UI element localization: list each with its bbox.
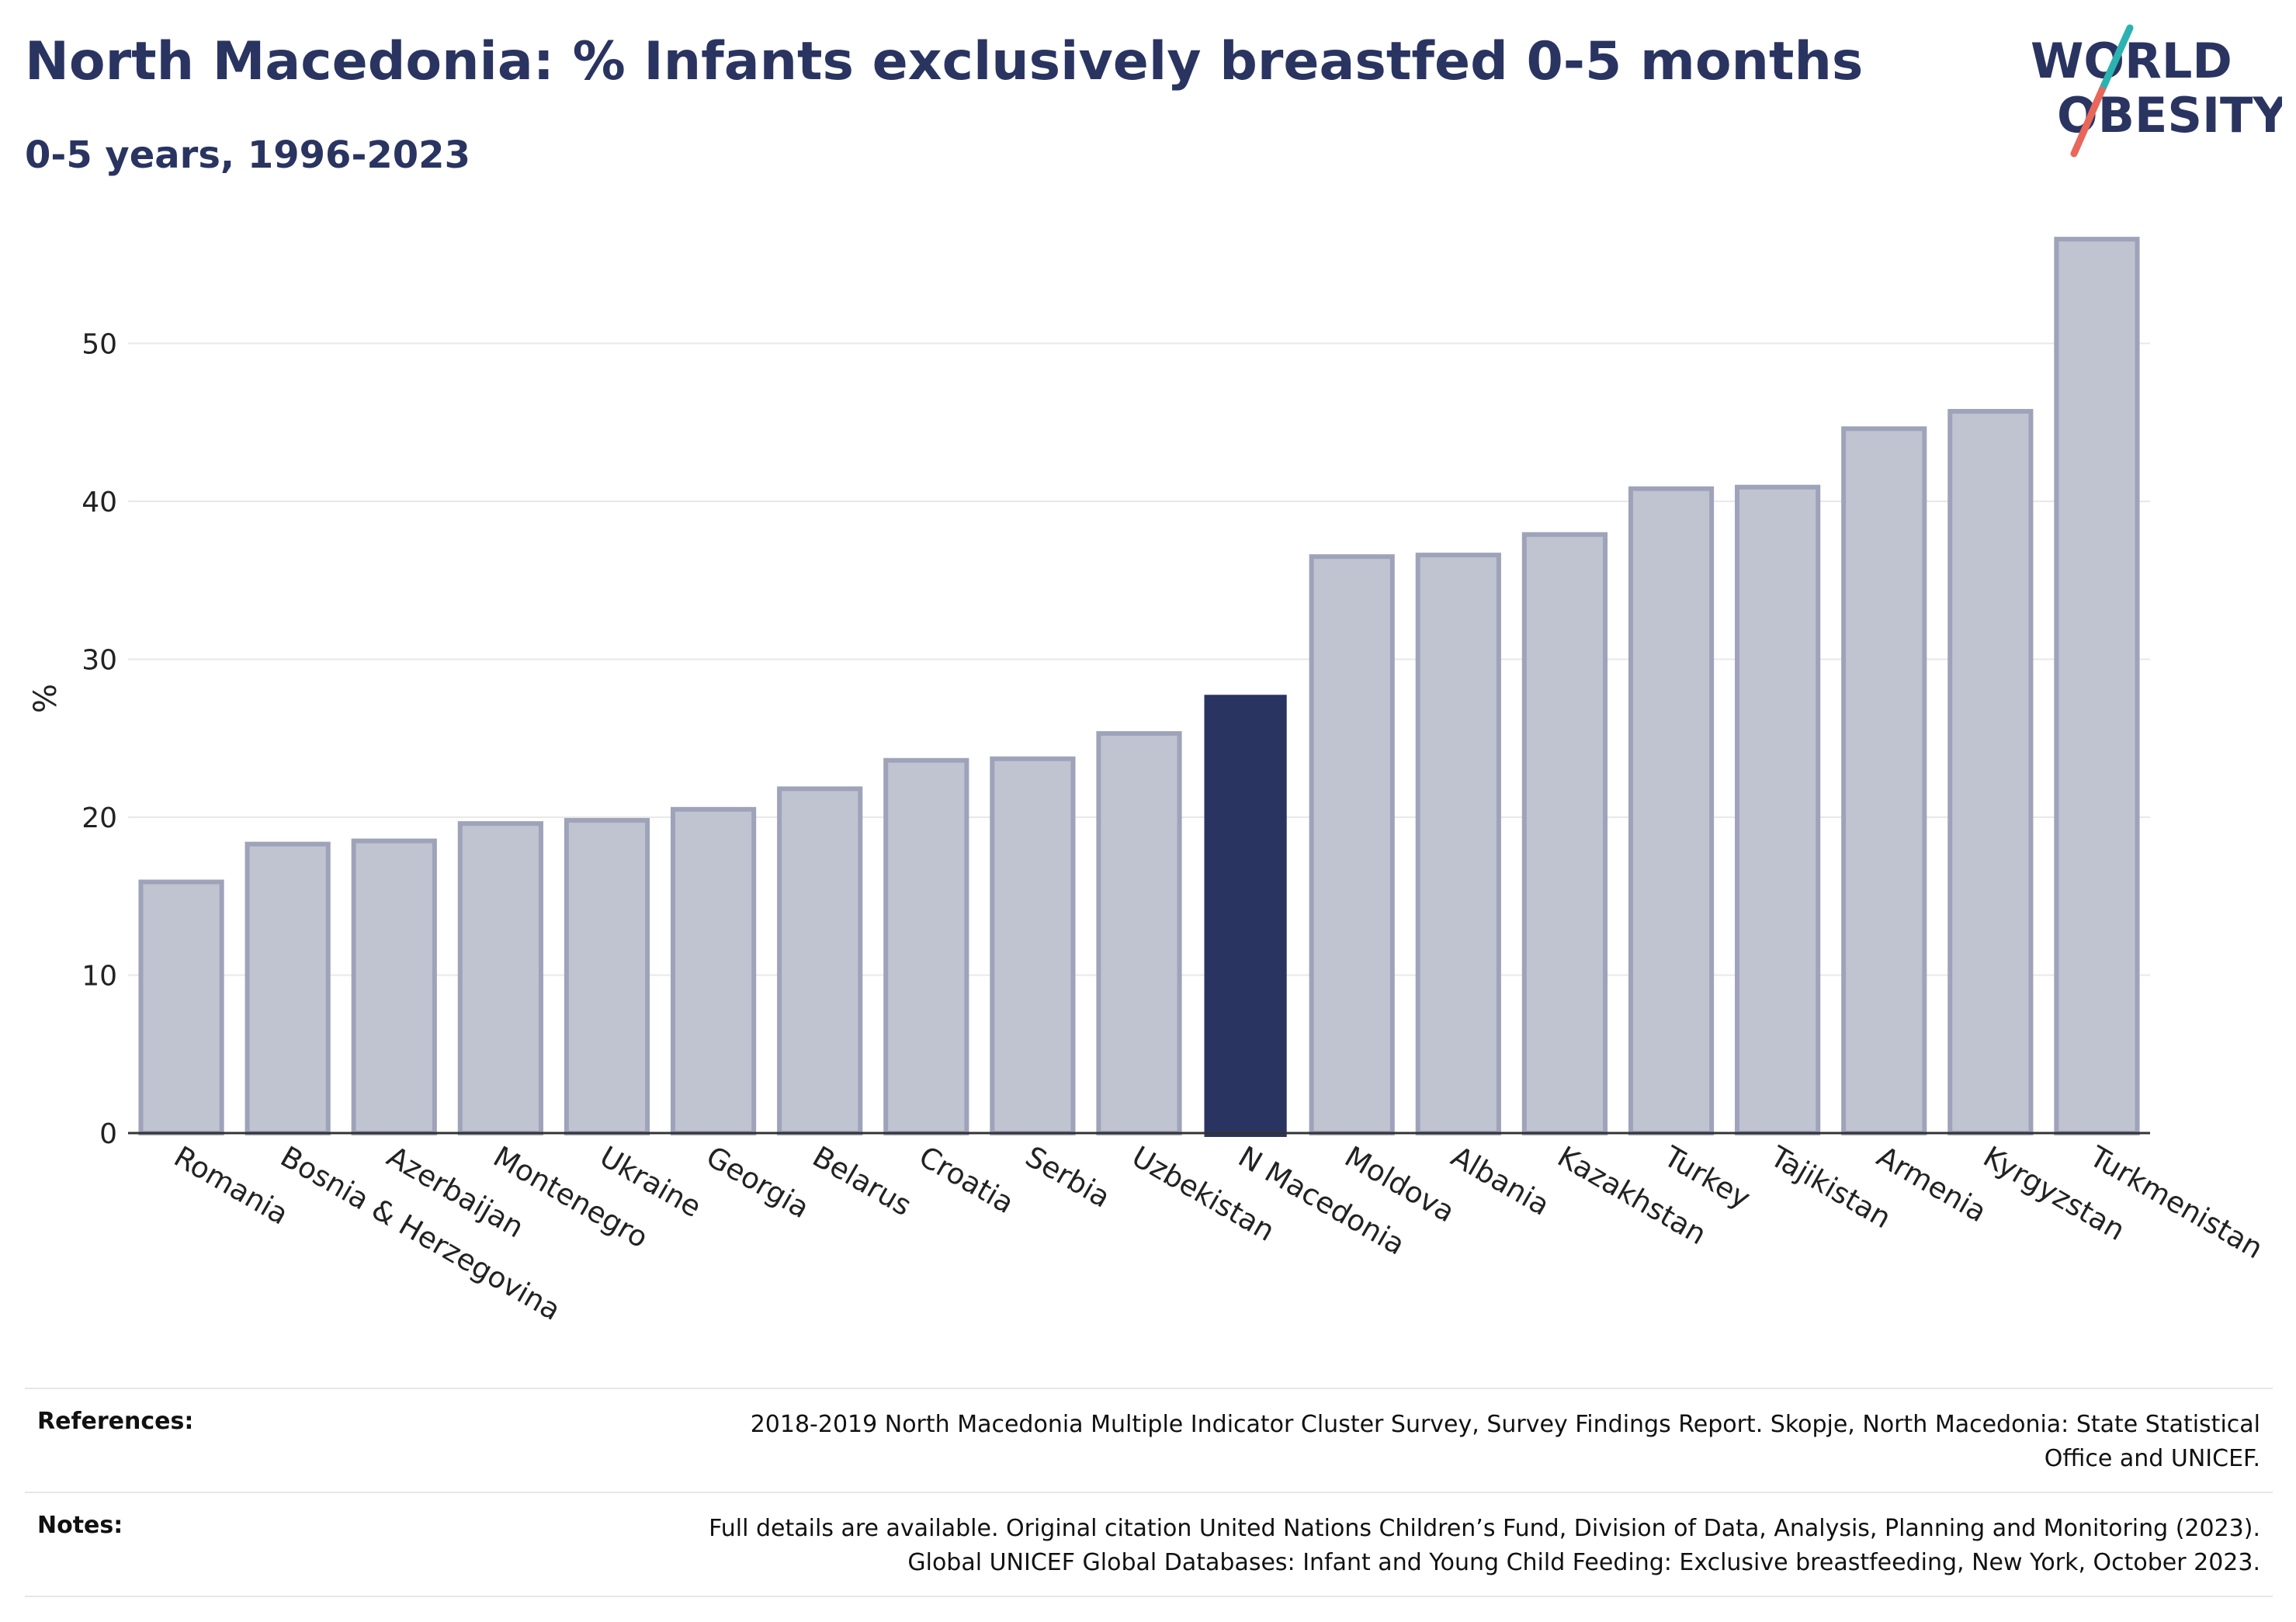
world-obesity-logo: WORLD OBESITY [2031, 24, 2282, 158]
bar-kyrgyzstan [1947, 408, 2034, 1135]
y-tick-label: 10 [82, 960, 117, 992]
references-line-1: 2018-2019 North Macedonia Multiple Indic… [750, 1411, 2260, 1438]
logo-slash-top [2098, 24, 2134, 94]
bars [138, 237, 2140, 1137]
y-tick-label: 40 [82, 487, 117, 518]
y-tick-label: 30 [82, 644, 117, 676]
bar-montenegro [457, 821, 543, 1135]
x-tick-label: Serbia [1020, 1140, 1116, 1215]
y-axis-label: % [28, 684, 64, 713]
notes-text: Full details are available. Original cit… [320, 1512, 2260, 1580]
bar-uzbekistan [1096, 731, 1182, 1135]
bar-croatia [883, 757, 969, 1135]
x-tick-label: Georgia [701, 1140, 815, 1225]
references-line-2: Office and UNICEF. [2044, 1445, 2260, 1472]
references-label: References: [37, 1408, 194, 1435]
bar-turkmenistan [2054, 237, 2140, 1135]
bar-serbia [990, 756, 1076, 1135]
x-tick-label: Turkmenistan [2083, 1139, 2268, 1265]
x-tick-label: Croatia [914, 1140, 1020, 1221]
chart-subtitle: 0-5 years, 1996-2023 [25, 133, 470, 177]
bar-n-macedonia [1204, 695, 1287, 1137]
x-tick-label: Romania [168, 1140, 294, 1232]
notes-line-1: Full details are available. Original cit… [709, 1515, 2260, 1542]
x-tick-label: Tajikistan [1764, 1139, 1897, 1235]
bar-belarus [777, 786, 863, 1135]
logo-word-world: WORLD [2031, 33, 2232, 89]
bar-bosnia-herzegovina [245, 841, 331, 1136]
bar-georgia [670, 806, 757, 1135]
bar-moldova [1309, 554, 1395, 1135]
bar-tajikistan [1735, 484, 1821, 1135]
bar-kazakhstan [1521, 532, 1608, 1135]
chart-title: North Macedonia: % Infants exclusively b… [25, 31, 1864, 92]
notes-label: Notes: [37, 1512, 123, 1539]
bar-turkey [1628, 486, 1715, 1135]
bar-romania [138, 879, 224, 1135]
axes: 0 10 20 30 40 50% [28, 328, 2150, 1150]
bar-albania [1415, 553, 1501, 1135]
logo-slash-bottom [2070, 86, 2106, 158]
x-tick-label: Belarus [807, 1140, 917, 1223]
y-tick-label: 20 [82, 802, 117, 834]
references-text: 2018-2019 North Macedonia Multiple Indic… [320, 1408, 2260, 1476]
references-row: References: 2018-2019 North Macedonia Mu… [25, 1388, 2273, 1492]
bar-azerbaijan [351, 838, 437, 1136]
y-tick-label: 50 [82, 328, 117, 360]
footer-sources: References: 2018-2019 North Macedonia Mu… [25, 1388, 2273, 1597]
bar-ukraine [564, 818, 650, 1135]
notes-line-2: Global UNICEF Global Databases: Infant a… [907, 1549, 2260, 1576]
x-tick-label: Albania [1445, 1140, 1555, 1222]
bar-armenia [1841, 426, 1927, 1135]
y-tick-label: 0 [99, 1118, 117, 1150]
notes-row: Notes: Full details are available. Origi… [25, 1492, 2273, 1597]
